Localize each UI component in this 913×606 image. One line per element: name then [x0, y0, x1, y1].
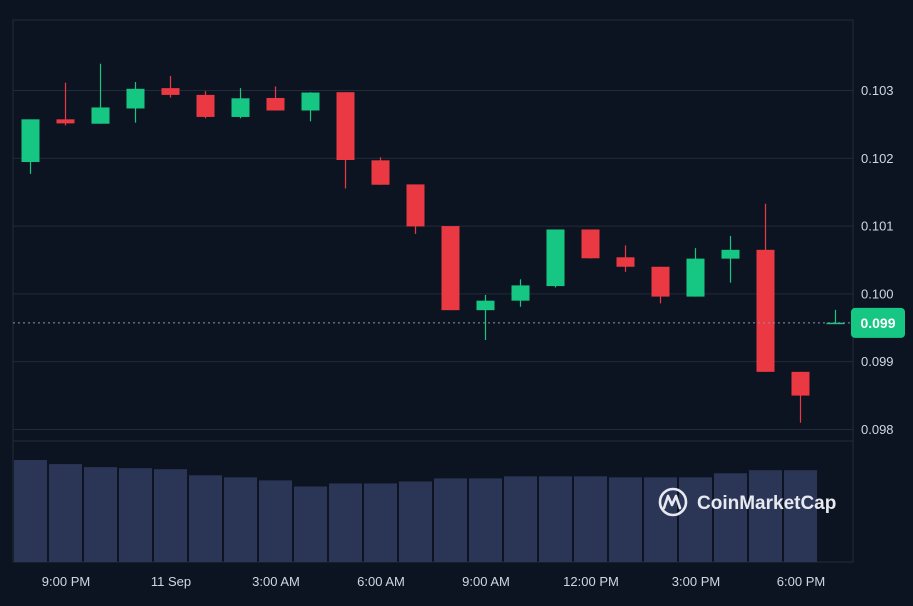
coinmarketcap-watermark: CoinMarketCap — [658, 487, 836, 517]
candle-body — [371, 160, 390, 185]
candle-body — [616, 257, 635, 267]
volume-bar — [644, 477, 677, 562]
candle — [196, 91, 215, 119]
candle — [441, 226, 460, 311]
volume-bar — [609, 477, 642, 562]
volume-bar — [329, 483, 362, 562]
volume-bar — [679, 477, 712, 562]
x-tick-label: 6:00 PM — [777, 574, 825, 589]
candle — [21, 119, 40, 174]
volume-bar — [539, 476, 572, 562]
x-tick-label: 3:00 PM — [672, 574, 720, 589]
axis-layer: 0.103 0.102 0.101 0.100 0.099 0.098 9:00 PM 11 … — [13, 83, 905, 589]
candle — [266, 86, 285, 111]
x-tick-label: 3:00 AM — [252, 574, 300, 589]
x-tick-label: 9:00 PM — [42, 574, 90, 589]
candle-body — [651, 266, 670, 297]
x-tick-label: 6:00 AM — [357, 574, 405, 589]
candle-body — [546, 229, 565, 287]
y-tick-label: 0.100 — [861, 286, 894, 301]
volume-bar — [189, 475, 222, 562]
candle — [721, 235, 740, 283]
x-tick-label: 12:00 PM — [563, 574, 619, 589]
candle-body — [581, 229, 600, 259]
grid-layer — [12, 19, 854, 563]
candle — [686, 248, 705, 297]
candle — [476, 294, 495, 340]
volume-bar — [49, 464, 82, 562]
volume-bar — [364, 483, 397, 562]
volume-bar — [259, 480, 292, 562]
candle — [231, 88, 250, 119]
volume-bar — [784, 470, 817, 562]
volume-bar — [469, 478, 502, 562]
watermark-text: CoinMarketCap — [697, 493, 836, 514]
candle-body — [721, 249, 740, 259]
candle-layer — [21, 63, 845, 423]
candle — [616, 245, 635, 272]
x-tick-label: 9:00 AM — [462, 574, 510, 589]
plot-frame — [12, 19, 854, 563]
candle — [336, 92, 355, 189]
candle-body — [91, 107, 110, 124]
candle-body — [476, 300, 495, 311]
candle-body — [56, 119, 75, 124]
y-tick-label: 0.103 — [861, 83, 894, 98]
candle-body — [336, 92, 355, 160]
y-tick-label: 0.099 — [861, 354, 894, 369]
candle — [826, 309, 845, 325]
candle — [546, 229, 565, 288]
volume-bar — [14, 460, 47, 562]
volume-layer — [14, 460, 817, 562]
candle-body — [791, 371, 810, 396]
candle-body — [301, 92, 320, 111]
volume-bar — [434, 478, 467, 562]
candle — [511, 279, 530, 307]
candle-body — [266, 97, 285, 111]
y-tick-label: 0.101 — [861, 219, 894, 234]
candle-body — [21, 119, 40, 163]
candle-body — [126, 88, 145, 109]
coinmarketcap-logo-icon — [658, 487, 688, 517]
candle — [56, 82, 75, 126]
volume-bar — [399, 481, 432, 562]
candle — [371, 157, 390, 185]
candle-body — [231, 98, 250, 117]
current-price-badge — [851, 307, 905, 338]
candle-body — [161, 88, 180, 95]
volume-bar — [749, 470, 782, 562]
candle — [301, 92, 320, 122]
volume-bar — [714, 473, 747, 562]
y-tick-label: 0.102 — [861, 151, 894, 166]
candle-body — [511, 285, 530, 301]
candle — [406, 184, 425, 234]
candle-body — [826, 322, 845, 325]
current-price-label: 0.099 — [860, 315, 895, 331]
candle — [791, 371, 810, 423]
candle-body — [441, 226, 460, 311]
candle-body — [196, 94, 215, 117]
volume-bar — [224, 477, 257, 562]
volume-bar — [119, 468, 152, 562]
volume-bar — [154, 469, 187, 562]
volume-bar — [84, 467, 117, 562]
candle — [91, 63, 110, 124]
candle — [581, 229, 600, 259]
candle — [756, 203, 775, 372]
volume-bar — [504, 476, 537, 562]
candle — [161, 75, 180, 98]
volume-bar — [294, 486, 327, 562]
candle-body — [686, 258, 705, 297]
x-tick-label: 11 Sep — [151, 574, 191, 589]
candle-body — [406, 184, 425, 227]
candle — [126, 82, 145, 123]
volume-bar — [574, 476, 607, 562]
y-tick-label: 0.098 — [861, 422, 894, 437]
candle-body — [756, 249, 775, 372]
candle — [651, 266, 670, 304]
